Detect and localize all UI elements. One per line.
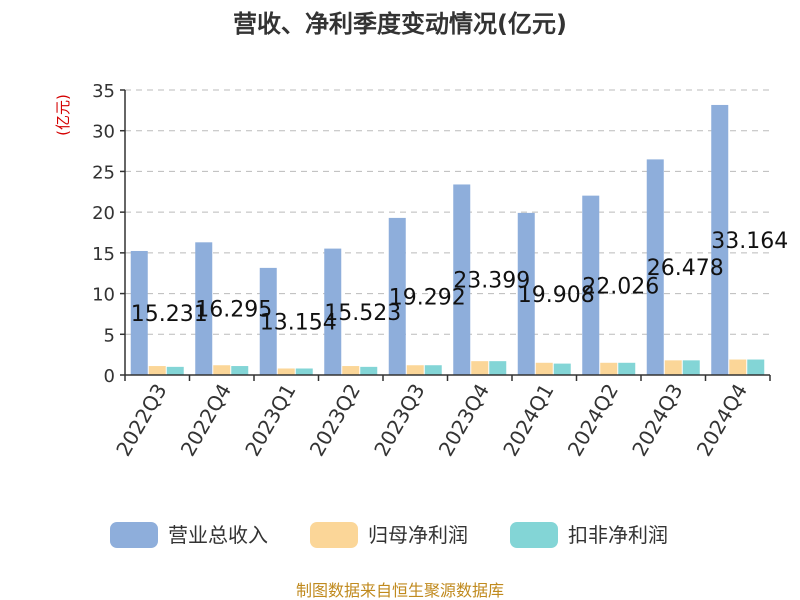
bar-2 xyxy=(148,366,166,375)
bar-1 xyxy=(388,217,406,375)
grid-lines xyxy=(125,89,770,335)
x-tick-label: 2024Q1 xyxy=(498,380,558,461)
chart-title: 营收、净利季度变动情况(亿元) xyxy=(233,10,567,38)
y-tick-label: 5 xyxy=(104,325,115,346)
x-tick-label: 2022Q3 xyxy=(111,380,171,461)
x-tick-label: 2023Q2 xyxy=(305,380,365,461)
bar-2 xyxy=(729,359,747,375)
bar-3 xyxy=(747,359,765,375)
bar-3 xyxy=(553,363,571,375)
x-tick-label: 2022Q4 xyxy=(176,380,236,461)
bar-2 xyxy=(406,365,424,375)
bar-2 xyxy=(600,362,618,375)
y-tick-label: 15 xyxy=(92,244,115,265)
bar-2 xyxy=(277,368,295,375)
bar-3 xyxy=(295,368,313,375)
bar-3 xyxy=(166,366,184,375)
data-labels: 15.23116.29513.15415.52319.29223.39919.9… xyxy=(131,229,788,335)
bar-1 xyxy=(259,267,277,375)
bar-1 xyxy=(711,104,729,375)
data-label: 19.908 xyxy=(518,283,595,308)
x-tick-label: 2024Q4 xyxy=(692,380,752,461)
y-tick-label: 10 xyxy=(92,285,115,306)
bar-2 xyxy=(342,366,360,375)
bar-1 xyxy=(324,248,342,375)
source-note: 制图数据来自恒生聚源数据库 xyxy=(296,581,504,600)
data-label: 23.399 xyxy=(453,269,530,294)
x-tick-label: 2024Q2 xyxy=(563,380,623,461)
bar-2 xyxy=(213,365,231,375)
legend-label: 归母净利润 xyxy=(368,523,468,547)
data-label: 22.026 xyxy=(582,274,659,299)
y-tick-label: 0 xyxy=(104,366,115,387)
data-label: 13.154 xyxy=(260,310,337,335)
legend-swatch xyxy=(110,522,158,548)
y-tick-label: 35 xyxy=(92,81,115,102)
legend: 营业总收入 归母净利润 扣非净利润 xyxy=(110,522,668,548)
x-tick-label: 2023Q3 xyxy=(369,380,429,461)
data-label: 19.292 xyxy=(389,285,466,310)
x-tick-label: 2023Q4 xyxy=(434,380,494,461)
y-tick-label: 30 xyxy=(92,122,115,143)
bar-1 xyxy=(517,212,535,375)
bar-1 xyxy=(582,195,600,375)
bar-3 xyxy=(231,366,249,375)
bar-3 xyxy=(489,361,507,375)
bar-3 xyxy=(424,365,442,375)
bar-3 xyxy=(618,362,636,375)
y-tick-label: 20 xyxy=(92,203,115,224)
bar-3 xyxy=(360,366,378,375)
x-tick-label: 2023Q1 xyxy=(240,380,300,461)
bar-2 xyxy=(664,360,682,375)
data-label: 15.523 xyxy=(324,301,401,326)
legend-label: 扣非净利润 xyxy=(568,523,668,547)
bar-2 xyxy=(535,362,553,375)
bar-1 xyxy=(646,159,664,375)
data-label: 33.164 xyxy=(711,229,788,254)
bar-1 xyxy=(130,250,148,375)
bar-2 xyxy=(471,361,489,375)
bar-3 xyxy=(682,360,700,375)
bar-1 xyxy=(195,242,213,375)
data-label: 16.295 xyxy=(195,298,272,323)
y-tick-label: 25 xyxy=(92,162,115,183)
legend-label: 营业总收入 xyxy=(168,523,268,547)
data-label: 26.478 xyxy=(647,256,724,281)
legend-swatch xyxy=(510,522,558,548)
bar-1 xyxy=(453,184,471,375)
data-label: 15.231 xyxy=(131,302,208,327)
x-tick-label: 2024Q3 xyxy=(627,380,687,461)
y-axis-label: (亿元) xyxy=(54,94,72,136)
bars xyxy=(130,104,765,375)
legend-swatch xyxy=(310,522,358,548)
